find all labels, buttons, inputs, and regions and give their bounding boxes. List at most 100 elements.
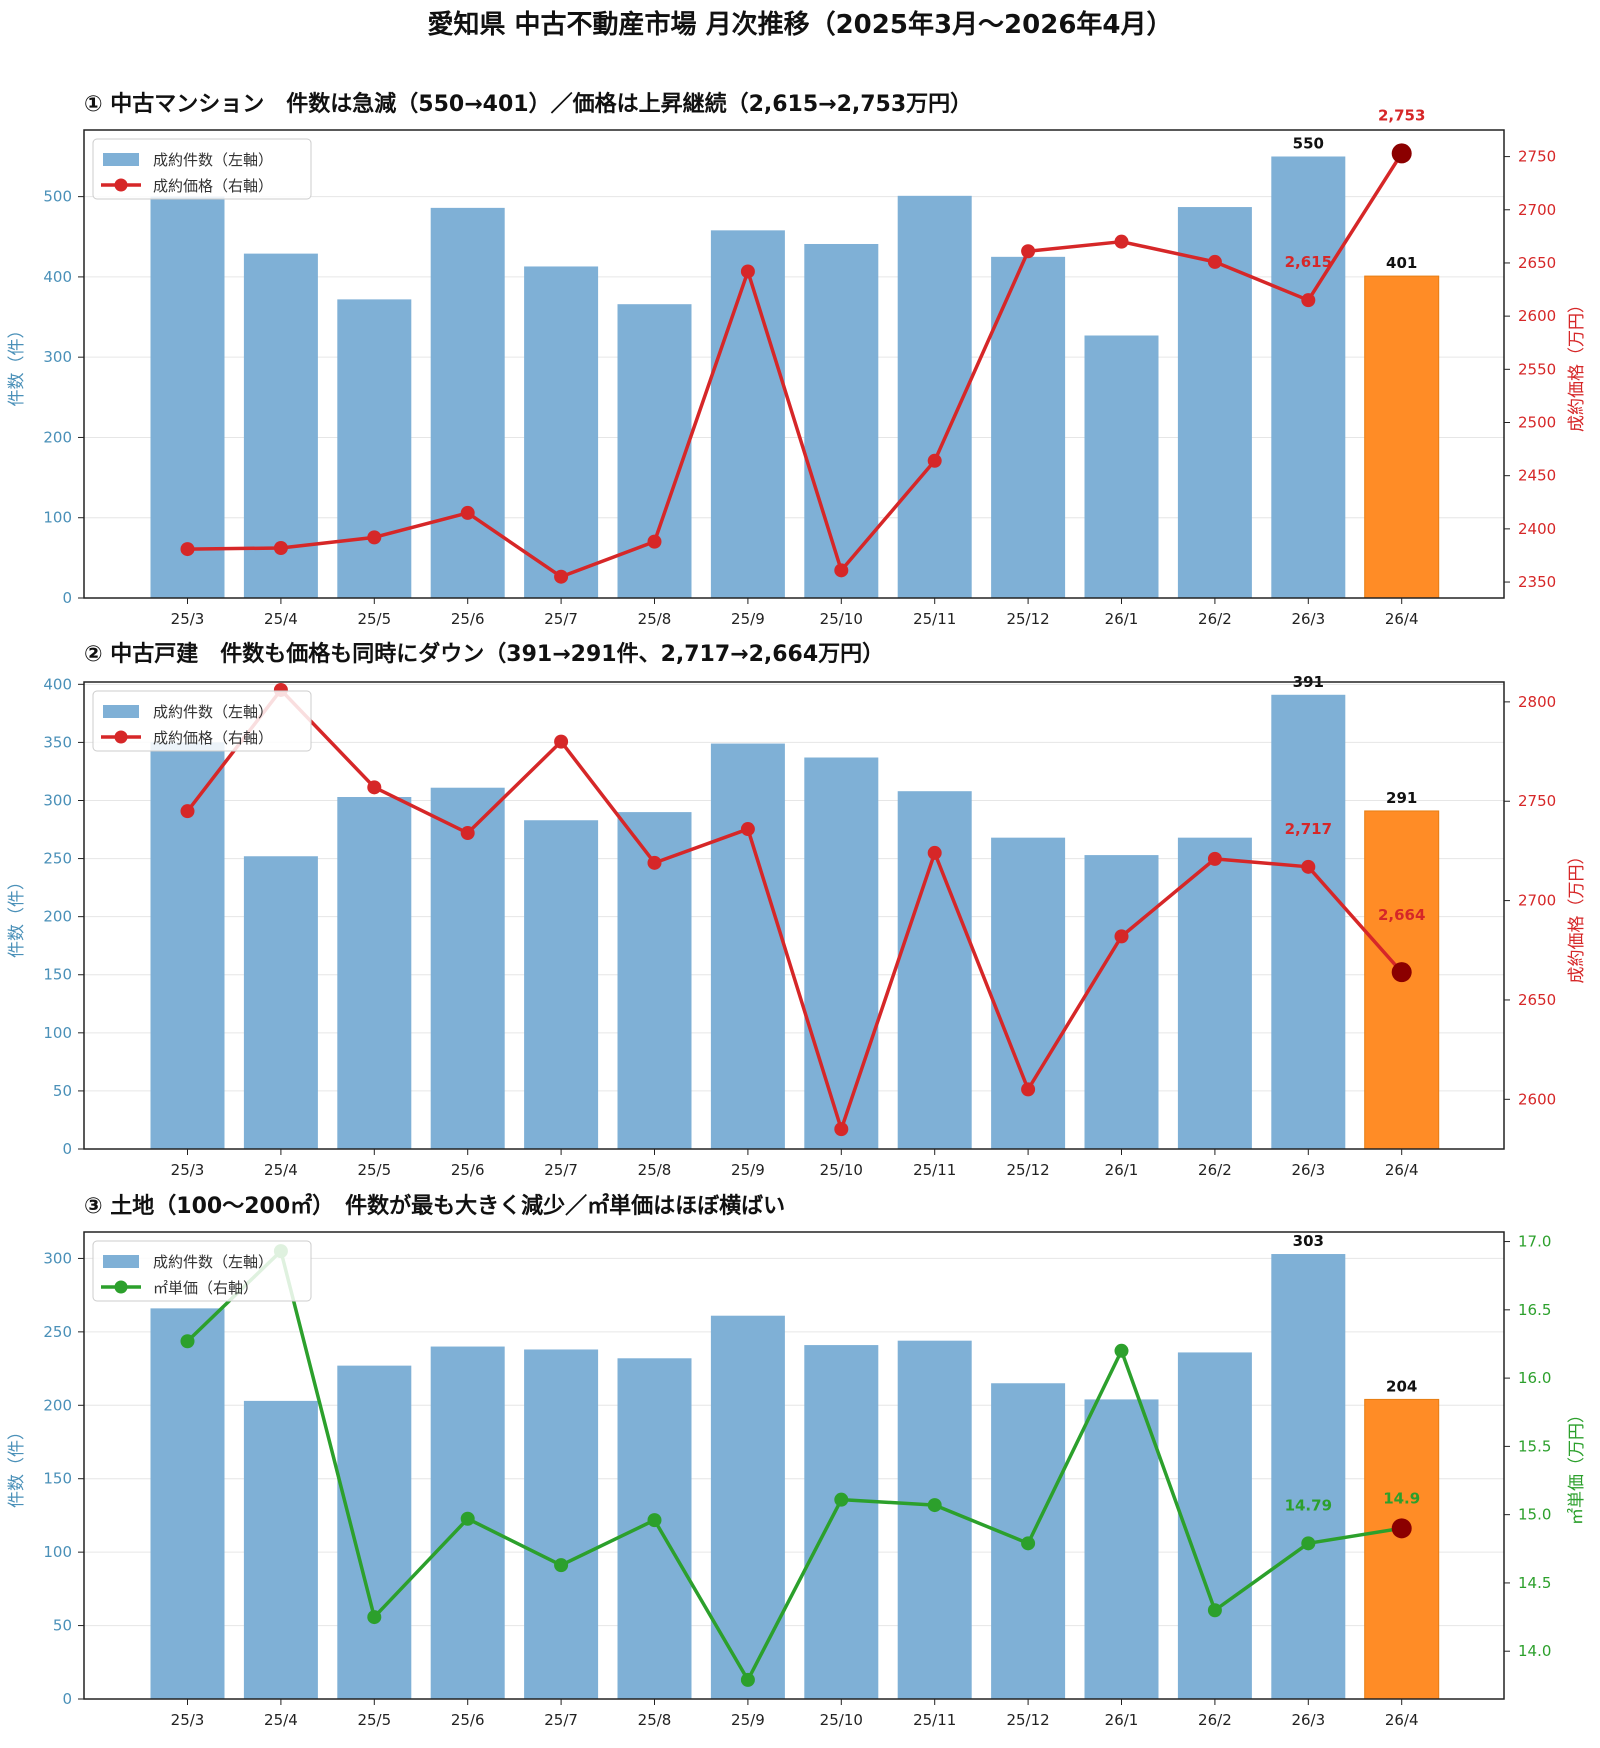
line-point bbox=[834, 563, 849, 578]
right-tick-label: 15.5 bbox=[1518, 1437, 1551, 1455]
legend-line-marker bbox=[114, 178, 128, 192]
x-tick-label: 26/1 bbox=[1105, 1161, 1139, 1179]
line-point bbox=[367, 780, 382, 795]
line-point bbox=[740, 822, 755, 837]
legend-line-marker bbox=[114, 1280, 128, 1294]
line-value-label: 14.79 bbox=[1285, 1496, 1332, 1514]
line-point bbox=[1021, 1536, 1036, 1551]
bar-value-label: 303 bbox=[1293, 1232, 1324, 1250]
bar bbox=[150, 742, 225, 1149]
x-tick-label: 25/4 bbox=[264, 1161, 298, 1179]
x-tick-label: 25/5 bbox=[357, 610, 391, 628]
legend-bar-swatch bbox=[103, 153, 139, 166]
x-tick-label: 25/7 bbox=[544, 1161, 578, 1179]
legend-line-marker bbox=[114, 730, 128, 744]
line-point bbox=[1207, 254, 1222, 269]
line-value-label: 2,717 bbox=[1285, 820, 1332, 838]
x-tick-label: 25/10 bbox=[820, 1711, 863, 1729]
left-tick-label: 300 bbox=[43, 791, 72, 809]
left-tick-label: 100 bbox=[43, 1024, 72, 1042]
right-tick-label: 2650 bbox=[1518, 254, 1556, 272]
y-axis-left-label: 件数（件） bbox=[7, 873, 27, 958]
x-tick-label: 25/8 bbox=[638, 1161, 672, 1179]
bar bbox=[524, 820, 599, 1149]
right-tick-label: 2500 bbox=[1518, 414, 1556, 432]
line-point bbox=[647, 534, 662, 549]
line-point bbox=[834, 1492, 849, 1507]
line-value-label: 14.9 bbox=[1383, 1489, 1420, 1507]
y-axis-left-label: 件数（件） bbox=[7, 1423, 27, 1508]
left-tick-label: 250 bbox=[43, 1323, 72, 1341]
legend-bar-label: 成約件数（左軸） bbox=[153, 703, 273, 721]
legend-box bbox=[92, 1240, 312, 1302]
chart-panel-3: ③ 土地（100〜200㎡） 件数が最も大きく減少／㎡単価はほぼ横ばい 303 20… bbox=[7, 1193, 1587, 1729]
left-tick-label: 200 bbox=[43, 428, 72, 446]
bar bbox=[617, 1358, 692, 1699]
right-tick-label: 14.0 bbox=[1518, 1642, 1551, 1660]
line-series bbox=[186, 688, 1404, 1131]
right-tick-label: 17.0 bbox=[1518, 1233, 1551, 1251]
bar bbox=[337, 797, 412, 1149]
x-tick-label: 25/9 bbox=[731, 1161, 765, 1179]
line-point bbox=[1114, 1343, 1129, 1358]
bar bbox=[524, 1349, 599, 1699]
x-tick-label: 25/11 bbox=[913, 610, 956, 628]
line-point bbox=[1114, 234, 1129, 249]
line-point bbox=[1114, 929, 1129, 944]
bar-value-label: 401 bbox=[1386, 254, 1417, 272]
x-tick-label: 25/5 bbox=[357, 1711, 391, 1729]
legend-bar-label: 成約件数（左軸） bbox=[153, 1253, 273, 1271]
line-point bbox=[367, 1610, 382, 1625]
left-tick-label: 400 bbox=[43, 268, 72, 286]
x-tick-label: 25/8 bbox=[638, 610, 672, 628]
bar bbox=[710, 230, 785, 598]
right-tick-label: 2800 bbox=[1518, 693, 1556, 711]
x-tick-label: 25/7 bbox=[544, 610, 578, 628]
x-tick-label: 26/4 bbox=[1385, 610, 1419, 628]
right-tick-label: 2600 bbox=[1518, 307, 1556, 325]
bar bbox=[1177, 1352, 1252, 1699]
bar-value-label: 204 bbox=[1386, 1377, 1417, 1395]
x-tick-label: 26/1 bbox=[1105, 610, 1139, 628]
line-point bbox=[1391, 962, 1412, 983]
left-tick-label: 200 bbox=[43, 1396, 72, 1414]
legend-line-label: 成約価格（右軸） bbox=[153, 177, 273, 195]
legend-line-label: ㎡単価（右軸） bbox=[153, 1279, 258, 1297]
bar bbox=[243, 1400, 318, 1699]
line-point bbox=[1391, 143, 1412, 164]
line-point bbox=[647, 855, 662, 870]
bar bbox=[1364, 1398, 1440, 1700]
bar bbox=[1364, 275, 1440, 599]
right-tick-label: 16.5 bbox=[1518, 1301, 1551, 1319]
line-point bbox=[180, 542, 195, 557]
line-point bbox=[1301, 859, 1316, 874]
left-tick-label: 100 bbox=[43, 1543, 72, 1561]
line-point bbox=[1301, 1536, 1316, 1551]
bar bbox=[804, 1345, 879, 1699]
bar bbox=[710, 1315, 785, 1699]
bar bbox=[1271, 156, 1346, 598]
bar bbox=[1084, 1399, 1159, 1699]
right-tick-label: 15.0 bbox=[1518, 1506, 1551, 1524]
line-point bbox=[460, 826, 475, 841]
plot-frame bbox=[83, 681, 1505, 1150]
line-point bbox=[740, 264, 755, 279]
bar bbox=[897, 1340, 972, 1699]
right-tick-label: 2750 bbox=[1518, 148, 1556, 166]
line-point bbox=[554, 734, 569, 749]
x-tick-label: 26/2 bbox=[1198, 1711, 1232, 1729]
line-point bbox=[834, 1122, 849, 1137]
legend-box bbox=[92, 138, 312, 200]
bar bbox=[337, 1365, 412, 1699]
x-tick-label: 26/3 bbox=[1291, 1161, 1325, 1179]
bar bbox=[524, 266, 599, 598]
x-tick-label: 25/11 bbox=[913, 1711, 956, 1729]
bar bbox=[1177, 837, 1252, 1149]
line-point bbox=[1021, 1082, 1036, 1097]
right-tick-label: 2750 bbox=[1518, 792, 1556, 810]
x-tick-label: 25/12 bbox=[1006, 610, 1049, 628]
left-tick-label: 500 bbox=[43, 188, 72, 206]
x-tick-label: 25/6 bbox=[451, 1711, 485, 1729]
line-value-label: 2,664 bbox=[1378, 906, 1425, 924]
